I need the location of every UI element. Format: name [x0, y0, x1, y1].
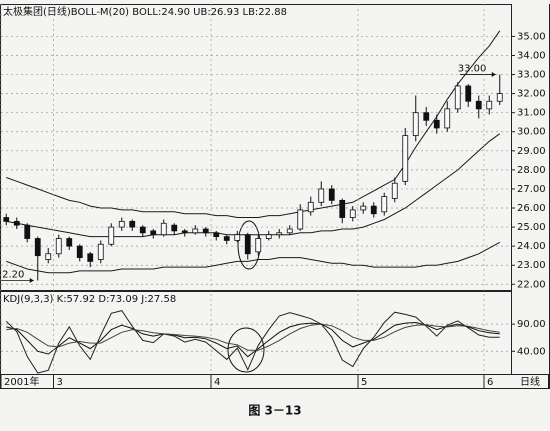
candle-body — [496, 93, 503, 102]
candle-body — [265, 234, 272, 239]
x-tick-label: 6 — [487, 377, 493, 388]
candle-body — [276, 232, 283, 236]
series-line — [6, 323, 500, 351]
candle-body — [339, 199, 346, 218]
series-line — [6, 241, 501, 274]
candle-body — [444, 108, 451, 129]
candle-body — [349, 209, 356, 218]
candle-body — [370, 205, 377, 215]
annotation-arrowhead — [29, 277, 34, 283]
annotation-label: 33.00 — [458, 64, 487, 75]
kdj-title: KDJ(9,3,3) K:57.92 D:73.09 J:27.58 — [3, 294, 176, 305]
candle-body — [223, 236, 230, 241]
candle-body — [3, 217, 10, 222]
candle-body — [475, 100, 482, 110]
x-tick-label: 5 — [361, 377, 367, 388]
candle-body — [108, 226, 115, 245]
y-tick-label: 90.00 — [517, 319, 546, 330]
price-title: 太极集团(日线)BOLL-M(20) BOLL:24.90 UB:26.93 L… — [3, 5, 287, 18]
candle-body — [213, 232, 220, 238]
y-tick-label: 32.00 — [517, 89, 546, 100]
candle-body — [433, 119, 440, 129]
annotation-label: 22.20 — [0, 269, 24, 280]
candle-body — [465, 85, 472, 102]
series-line — [6, 321, 500, 358]
y-tick-label: 34.00 — [517, 50, 546, 61]
candle-body — [150, 230, 157, 236]
y-tick-label: 23.00 — [517, 260, 546, 271]
y-tick-label: 29.00 — [517, 146, 546, 157]
x-axis-label: 日线 — [520, 375, 540, 388]
candle-body — [192, 228, 199, 234]
series-line — [5, 310, 500, 374]
candle-body — [181, 230, 188, 234]
candle-body — [255, 238, 262, 253]
candle-body — [423, 112, 430, 121]
candle-body — [24, 224, 31, 239]
y-tick-label: 35.00 — [517, 31, 546, 42]
candle-body — [118, 220, 125, 228]
candle-body — [307, 201, 314, 213]
y-tick-label: 27.00 — [517, 184, 546, 195]
y-tick-label: 26.00 — [517, 203, 546, 214]
caption: 图 3－13 — [248, 404, 301, 418]
candle-body — [160, 222, 167, 236]
x-tick-label: 2001年 — [4, 375, 39, 388]
candle-body — [318, 188, 325, 203]
y-tick-label: 30.00 — [517, 127, 546, 138]
candle-body — [360, 205, 367, 211]
highlight-circle — [227, 327, 265, 373]
candle-body — [297, 209, 304, 230]
candle-body — [486, 100, 493, 110]
candle-body — [34, 238, 41, 257]
candle-body — [66, 238, 73, 247]
candle-body — [412, 112, 419, 136]
y-tick-label: 33.00 — [517, 70, 546, 81]
candle-body — [286, 228, 293, 234]
y-tick-label: 28.00 — [517, 165, 546, 176]
price-panel-frame — [0, 4, 512, 291]
candle-body — [328, 188, 335, 201]
x-tick-label: 4 — [214, 377, 220, 388]
candle-body — [244, 234, 251, 255]
candle-body — [234, 234, 241, 241]
candle-body — [391, 182, 398, 199]
candle-body — [139, 226, 146, 234]
candle-body — [45, 253, 52, 260]
candle-body — [381, 196, 388, 213]
candle-body — [402, 135, 409, 182]
candle-body — [129, 220, 136, 228]
candle-body — [97, 243, 104, 260]
candle-body — [87, 253, 94, 262]
candle-body — [76, 245, 83, 258]
series-line — [6, 30, 501, 218]
candle-body — [202, 228, 209, 234]
candle-body — [454, 85, 461, 110]
y-tick-label: 40.00 — [517, 346, 546, 357]
y-tick-label: 31.00 — [517, 108, 546, 119]
annotation-arrowhead — [491, 72, 496, 78]
y-tick-label: 25.00 — [517, 222, 546, 233]
y-tick-label: 22.00 — [517, 279, 546, 290]
x-tick-label: 3 — [57, 377, 63, 388]
series-line — [6, 133, 501, 238]
candle-body — [13, 220, 20, 226]
candle-body — [55, 238, 62, 255]
candle-body — [171, 224, 178, 232]
y-tick-label: 24.00 — [517, 241, 546, 252]
